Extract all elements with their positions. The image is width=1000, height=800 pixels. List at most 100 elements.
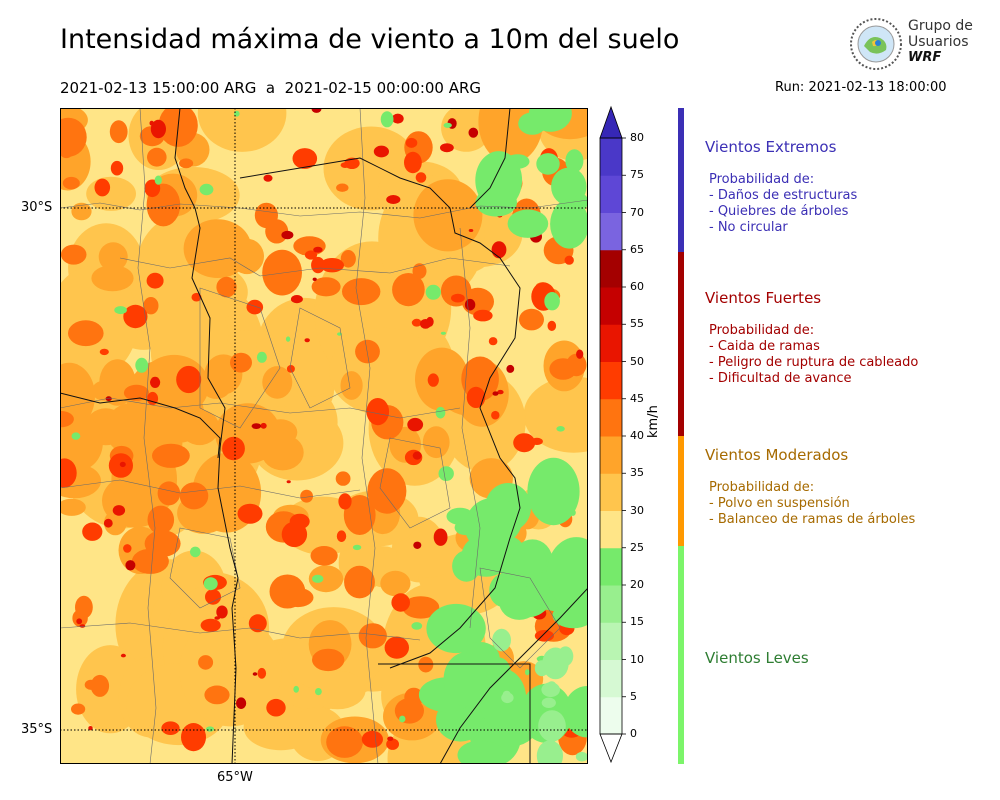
colorbar-level-label: 80	[630, 131, 644, 144]
wind-field	[60, 108, 588, 764]
colorbar-segment	[600, 175, 622, 213]
wind-patch	[82, 522, 103, 541]
wind-patch	[564, 170, 572, 178]
moderate-category-title: Vientos Moderados	[705, 446, 849, 464]
wind-patch	[418, 656, 434, 673]
wind-patch	[386, 195, 401, 204]
wind-patch	[335, 471, 351, 486]
wind-patch	[338, 493, 352, 510]
wind-patch	[315, 688, 322, 696]
extreme-category-text: Probabilidad de: - Daños de estructuras …	[709, 172, 857, 236]
wind-patch	[199, 183, 214, 196]
strong-line: - Peligro de ruptura de cableado	[709, 355, 919, 370]
colorbar-segment	[600, 287, 622, 325]
colorbar-extend-top	[599, 105, 623, 139]
wind-patch	[150, 376, 161, 388]
colorbar-segment	[600, 659, 622, 698]
wind-patch	[570, 509, 576, 516]
wind-patch	[411, 622, 423, 630]
wind-patch	[564, 255, 574, 265]
wind-patch	[79, 624, 86, 628]
wind-patch	[263, 174, 273, 182]
wind-patch	[340, 371, 363, 400]
wind-patch	[147, 391, 159, 406]
wind-patch	[285, 336, 291, 342]
wind-patch	[344, 565, 375, 599]
wind-patch	[286, 390, 338, 454]
colorbar-segment	[600, 622, 622, 660]
wind-patch	[312, 648, 345, 672]
wind-patch	[438, 466, 454, 481]
colorbar-level-label: 55	[630, 317, 644, 331]
wind-patch	[262, 366, 293, 399]
wind-patch	[405, 137, 418, 148]
wind-patch	[394, 698, 424, 724]
wind-patch	[230, 238, 264, 275]
wind-patch	[506, 543, 547, 579]
wind-patch	[502, 690, 511, 700]
wind-patch	[473, 309, 493, 322]
wind-patch	[179, 482, 209, 510]
colorbar-level-label: 60	[630, 280, 644, 293]
wind-patch	[150, 119, 166, 139]
wind-patch	[326, 726, 363, 758]
wind-patch	[387, 736, 394, 741]
wind-patch	[60, 498, 86, 516]
wind-patch	[286, 480, 291, 484]
wind-patch	[519, 308, 544, 331]
wind-patch	[492, 628, 511, 652]
wind-patch	[281, 521, 308, 548]
wind-patch	[161, 721, 180, 735]
colorbar-segment	[600, 324, 622, 362]
wind-patch	[352, 544, 362, 551]
wind-patch	[260, 422, 267, 429]
light-category-title: Vientos Leves	[705, 649, 809, 667]
wind-patch	[556, 426, 565, 432]
wind-patch	[491, 410, 500, 420]
wind-patch	[109, 120, 128, 144]
wind-patch	[309, 670, 366, 710]
wind-patch	[380, 111, 394, 128]
country-borders	[60, 108, 588, 764]
lon-label-65w: 65°W	[217, 770, 253, 785]
wind-patch	[411, 318, 422, 327]
wind-patch	[261, 434, 304, 471]
wind-patch	[466, 386, 486, 408]
colorbar-level-label: 30	[630, 503, 644, 517]
colorbar-level-label: 65	[630, 242, 644, 256]
colorbar-segment	[600, 398, 622, 437]
wind-patch	[427, 373, 439, 387]
wind-patch	[413, 541, 422, 549]
wind-patch	[214, 616, 220, 620]
wind-patch	[60, 117, 87, 157]
colorbar-unit-label: km/h	[646, 405, 661, 438]
wind-patch	[311, 277, 341, 297]
colorbar	[599, 105, 626, 764]
wind-patch	[468, 229, 474, 232]
wind-patch	[497, 389, 504, 395]
wind-patch	[222, 436, 245, 461]
wind-patch	[399, 715, 406, 723]
wind-patch	[91, 265, 134, 292]
wind-patch	[336, 530, 347, 542]
wind-patch	[404, 151, 422, 174]
wind-patch	[75, 595, 93, 619]
wind-patch	[355, 339, 380, 364]
wind-patch	[76, 618, 83, 625]
strong-line: - Dificultad de avance	[709, 371, 852, 386]
wind-patch	[181, 723, 206, 752]
wind-patch	[312, 574, 324, 583]
wind-patch	[88, 726, 93, 731]
wind-patch	[541, 682, 560, 698]
wind-patch	[422, 426, 450, 459]
extreme-category-bar	[678, 108, 684, 252]
wind-patch	[246, 299, 264, 315]
wind-patch	[135, 357, 149, 373]
map-title: Intensidad máxima de viento a 10m del su…	[60, 24, 680, 55]
wind-patch	[159, 384, 204, 443]
moderate-line: - Balanceo de ramas de árboles	[709, 512, 916, 527]
wind-patch	[466, 497, 522, 546]
wind-patch	[528, 108, 572, 132]
wind-patch	[391, 593, 411, 612]
wind-patch	[286, 365, 295, 373]
